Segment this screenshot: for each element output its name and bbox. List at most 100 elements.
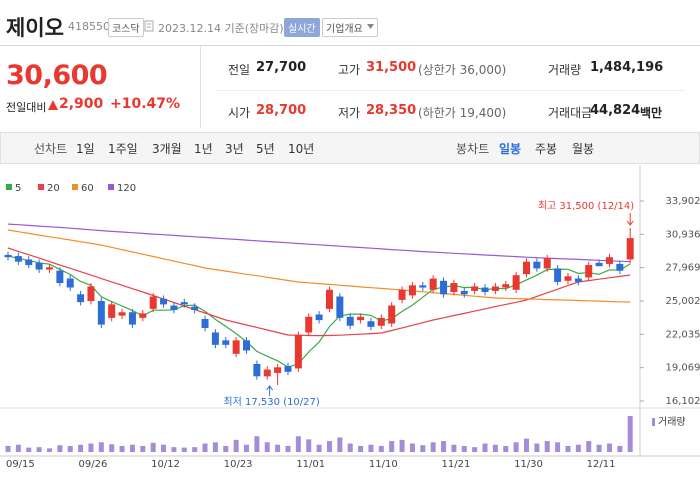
volume-bar [254,436,260,452]
volume-bar [57,445,63,452]
legend-label: 60 [81,183,94,194]
realtime-button[interactable]: 실시간 [284,18,320,37]
candle-period-button[interactable]: 월봉 [572,142,595,156]
candle-body [419,285,427,288]
candle-body [408,285,416,296]
stat-label: 고가 [338,63,361,77]
volume-bar [150,442,156,452]
period-button[interactable]: 1일 [76,142,95,156]
candle-body [191,306,199,311]
candle-body [336,296,344,318]
candle-body [460,290,468,295]
volume-bar [472,447,478,452]
volume-bar [129,444,135,452]
candle-body [523,261,530,275]
volume-bar [316,444,322,452]
volume-bar [451,444,457,452]
annotation: 최저 17,530 (10/27) [223,396,319,408]
volume-bar [275,444,281,452]
volume-bar [596,444,602,452]
candle-period-button[interactable]: 주봉 [535,142,558,156]
candle-body [626,238,634,260]
x-tick-label: 11/30 [514,459,543,470]
stat-sub: (상한가 36,000) [418,63,507,77]
stock-code: 418550 [68,20,110,33]
volume-bar [140,445,146,452]
legend-swatch [72,184,78,190]
candle-body [45,267,53,270]
candle-body [502,284,510,288]
candle-body [139,313,147,318]
volume-bar [409,443,415,452]
candle-body [160,298,168,305]
candle-body [471,286,479,291]
period-button[interactable]: 1년 [194,142,213,156]
arrow-head [626,220,634,226]
volume-bar [575,444,581,452]
period-button[interactable]: 3개월 [152,142,182,156]
candle-body [533,261,541,269]
volume-bar [503,445,509,452]
candle-body [367,321,375,327]
change-rate: +10.47% [110,96,181,112]
volume-bar [264,442,270,452]
ma-line [7,229,631,303]
candle-body [14,256,22,262]
volume-bar [306,439,312,452]
candle-body [97,301,105,325]
volume-bar [513,442,519,452]
volume-bar [161,444,167,452]
candle-body [284,366,292,372]
volume-bar [98,442,104,452]
divider [200,46,201,128]
legend-label: 20 [47,183,60,194]
volume-bar [378,445,384,452]
candle-body [388,305,396,324]
volume-bar [15,444,21,452]
volume-bar [544,441,550,452]
candle-body [325,289,333,309]
candle-period-button[interactable]: 일봉 [499,142,522,156]
volume-bar [555,442,561,452]
stat-value: 28,700 [256,103,307,118]
stat-sub: (하한가 19,400) [418,106,507,120]
period-button[interactable]: 1주일 [108,142,138,156]
y-tick-label: 33,902 [666,196,700,207]
volume-bar [368,444,374,452]
candle-body [77,294,85,303]
volume-bar [192,447,198,452]
legend-swatch [38,184,44,190]
period-button[interactable]: 10년 [288,142,315,156]
volume-bar [389,441,395,452]
candle-body [211,332,219,345]
candle-body [56,270,64,284]
candle-body [398,289,406,300]
volume-bar [67,445,73,452]
company-button[interactable]: 기업개요 [322,18,378,37]
volume-bar [244,444,250,452]
candle-body [346,316,354,326]
stat-value: 27,700 [256,60,307,75]
y-tick-label: 30,936 [666,229,700,240]
candle-body [128,312,136,325]
volume-bar [5,445,11,452]
ma-line [7,223,631,263]
candle-body [595,262,603,267]
stat-label: 전일 [228,63,251,77]
dropdown-icon [366,24,374,29]
x-tick-label: 10/12 [151,459,180,470]
candle-body [481,287,489,293]
candle-body [232,340,240,354]
y-tick-label: 22,035 [666,329,700,340]
change-label: 전일대비 [6,101,47,114]
volume-bar [326,441,332,452]
volume-bar [223,445,229,452]
period-button[interactable]: 5년 [256,142,275,156]
candle-body [616,263,624,271]
period-button[interactable]: 3년 [225,142,244,156]
volume-bar [78,444,84,452]
stat-unit: 백만 [640,106,663,120]
base-date: 2023.12.14 기준(장마감) [158,22,284,35]
candle-body [357,316,365,321]
x-tick-label: 10/23 [224,459,253,470]
